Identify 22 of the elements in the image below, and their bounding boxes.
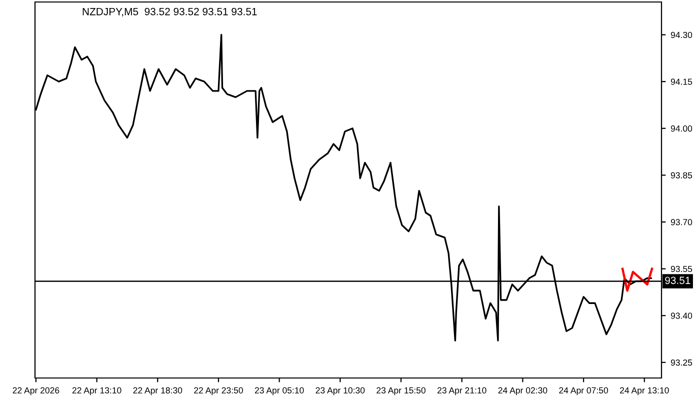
x-tick-label: 22 Apr 2026 bbox=[12, 387, 60, 396]
chart-title: NZDJPY,M5 93.52 93.52 93.51 93.51 bbox=[82, 8, 257, 17]
line-series bbox=[621, 268, 654, 292]
y-tick-label: 93.85 bbox=[670, 172, 692, 178]
ref-line-label: 93.51 bbox=[665, 276, 690, 284]
y-tick-label: 93.55 bbox=[670, 266, 692, 272]
x-tick-label: 24 Apr 07:50 bbox=[559, 387, 608, 396]
x-tick-label: 23 Apr 21:10 bbox=[437, 387, 486, 396]
y-tick-label: 93.25 bbox=[670, 359, 692, 366]
y-tick-label: 94.30 bbox=[670, 32, 692, 38]
x-tick-label: 22 Apr 18:30 bbox=[133, 387, 182, 396]
x-tick-label: 23 Apr 15:50 bbox=[376, 387, 426, 396]
x-tick-label: 22 Apr 23:50 bbox=[194, 387, 243, 396]
y-tick-label: 94.00 bbox=[670, 125, 692, 132]
x-tick-label: 23 Apr 10:30 bbox=[316, 387, 365, 396]
y-tick-label: 93.40 bbox=[670, 312, 692, 319]
x-tick-label: 24 Apr 13:10 bbox=[620, 387, 669, 396]
y-tick-label: 93.70 bbox=[670, 219, 692, 226]
x-tick-label: 22 Apr 13:10 bbox=[72, 387, 122, 396]
y-tick-label: 94.15 bbox=[670, 78, 692, 85]
x-tick-label: 24 Apr 02:30 bbox=[498, 387, 548, 396]
x-tick-label: 23 Apr 05:10 bbox=[254, 387, 304, 396]
